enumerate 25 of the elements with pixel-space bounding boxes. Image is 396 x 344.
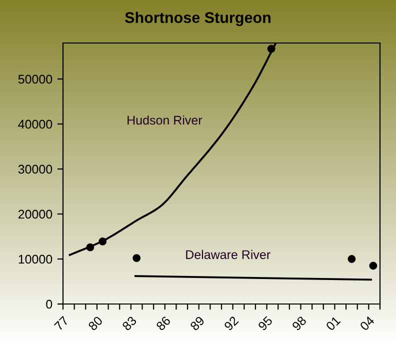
y-tick-label: 40000: [18, 120, 52, 129]
y-tick-label: 30000: [18, 164, 52, 174]
annotation: Hudson River: [128, 115, 202, 125]
x-tick-label: 04: [359, 316, 375, 332]
point: [132, 254, 141, 262]
x-tick-label: 01: [325, 316, 341, 332]
point: [348, 255, 356, 263]
point: [369, 262, 378, 270]
point: [86, 243, 94, 252]
y-tick-label: 10000: [18, 254, 52, 264]
y-tick-label: 0: [46, 300, 52, 309]
y-tick-label: 20000: [18, 210, 52, 219]
x-tick-label: 77: [54, 316, 69, 331]
point: [98, 238, 107, 246]
x-tick-label: 83: [122, 316, 138, 332]
x-tick-label: 98: [292, 316, 307, 332]
y-tick-label: 50000: [18, 74, 52, 84]
x-tick-label: 86: [156, 316, 171, 332]
point: [267, 44, 276, 53]
annotation: Delaware River: [186, 250, 270, 260]
x-tick-label: 95: [258, 316, 273, 332]
x-tick-label: 80: [88, 316, 104, 332]
chart-title: Shortnose Sturgeon: [125, 12, 270, 26]
x-tick-label: 89: [190, 316, 205, 332]
x-tick-label: 92: [224, 316, 239, 332]
